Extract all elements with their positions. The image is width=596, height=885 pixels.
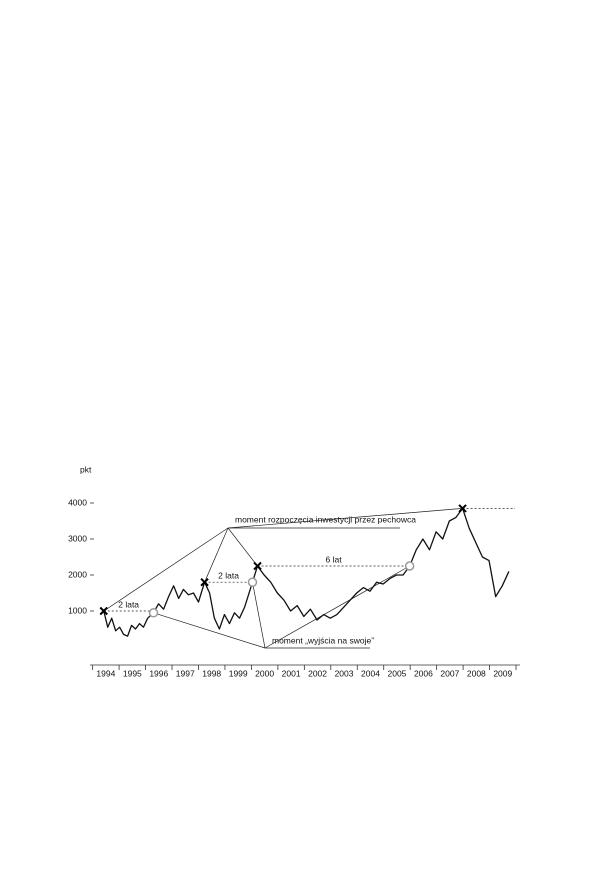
exit-marker (148, 608, 159, 618)
x-tick-label: 1996 (149, 668, 168, 678)
x-tick-label: 2008 (467, 668, 486, 678)
y-tick-label: 3000 (68, 533, 87, 543)
x-tick-label: 1995 (123, 668, 142, 678)
x-tick-label: 2003 (335, 668, 354, 678)
y-tick-label: 2000 (68, 569, 87, 579)
exit-marker (247, 577, 258, 587)
y-axis-label: pkt (80, 464, 92, 474)
interval-label: 6 lat (326, 554, 343, 564)
entry-marker (200, 577, 209, 587)
interval-label: 2 lata (218, 570, 239, 580)
entry-marker (253, 561, 262, 571)
x-tick-label: 1998 (202, 668, 221, 678)
exit-leader (264, 565, 410, 649)
entry-leader (227, 508, 463, 529)
exit-leader (153, 612, 266, 649)
x-tick-label: 2005 (387, 668, 406, 678)
entry-leader (204, 527, 229, 583)
price-line (103, 507, 510, 637)
exit-leader (252, 582, 266, 649)
y-tick-label: 4000 (68, 497, 87, 507)
x-tick-label: 1999 (229, 668, 248, 678)
x-tick-label: 2002 (308, 668, 327, 678)
interval-label: 2 lata (118, 599, 139, 609)
x-tick-label: 2000 (255, 668, 274, 678)
exit-marker (404, 561, 415, 571)
x-tick-label: 2007 (440, 668, 459, 678)
x-tick-label: 2006 (414, 668, 433, 678)
x-tick-label: 2009 (493, 668, 512, 678)
x-tick-label: 1994 (96, 668, 115, 678)
x-tick-label: 1997 (176, 668, 195, 678)
entry-leader (227, 527, 258, 567)
entry-leader (103, 527, 229, 612)
entry-marker (99, 606, 108, 616)
x-tick-label: 2004 (361, 668, 380, 678)
x-tick-label: 2001 (282, 668, 301, 678)
entry-note: moment rozpoczęcia inwestycji przez pech… (235, 514, 416, 524)
entry-marker (458, 504, 467, 513)
exit-note: moment „wyjścia na swoje” (272, 635, 374, 645)
y-tick-label: 1000 (68, 605, 87, 615)
